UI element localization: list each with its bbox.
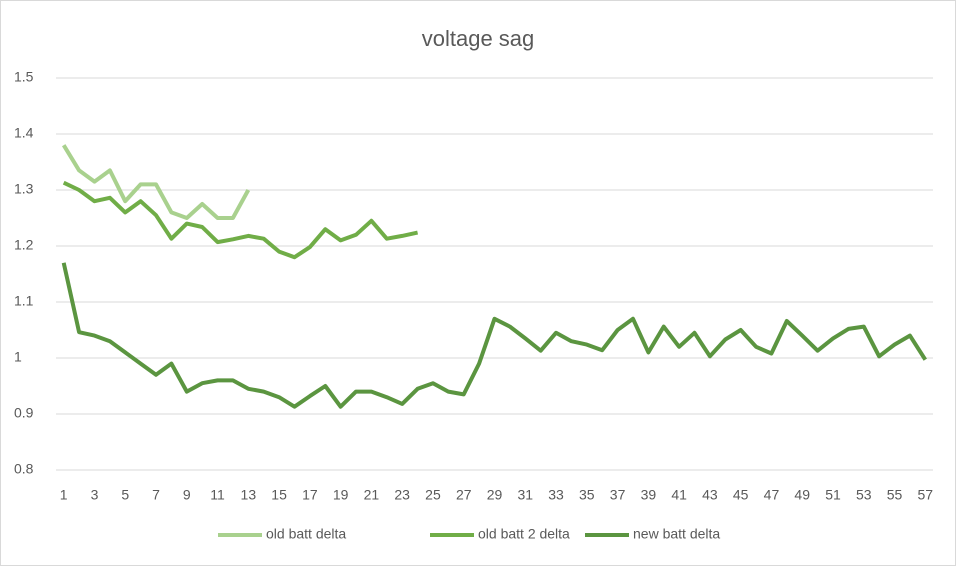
x-tick-label: 33 [548, 487, 564, 503]
x-tick-label: 51 [825, 487, 841, 503]
x-tick-label: 39 [641, 487, 657, 503]
series-line [62, 180, 419, 260]
legend-label: old batt 2 delta [478, 526, 570, 542]
x-tick-label: 19 [333, 487, 349, 503]
x-tick-label: 35 [579, 487, 595, 503]
y-tick-label: 1.1 [14, 293, 34, 309]
y-tick-label: 0.9 [14, 405, 34, 421]
x-tick-label: 5 [121, 487, 129, 503]
x-tick-label: 49 [794, 487, 810, 503]
x-tick-label: 43 [702, 487, 718, 503]
y-tick-label: 0.8 [14, 461, 34, 477]
chart-title: voltage sag [422, 26, 535, 51]
y-tick-label: 1.2 [14, 237, 34, 253]
series-line [61, 144, 251, 220]
x-tick-label: 31 [517, 487, 533, 503]
y-tick-label: 1.4 [14, 125, 34, 141]
y-tick-label: 1.5 [14, 69, 34, 85]
x-tick-label: 41 [671, 487, 687, 503]
x-tick-label: 47 [764, 487, 780, 503]
legend-label: old batt delta [266, 526, 346, 542]
x-tick-label: 57 [918, 487, 934, 503]
x-tick-label: 9 [183, 487, 191, 503]
y-tick-label: 1.3 [14, 181, 34, 197]
x-tick-label: 45 [733, 487, 749, 503]
x-tick-label: 1 [60, 487, 68, 503]
legend-label: new batt delta [633, 526, 720, 542]
x-tick-label: 7 [152, 487, 160, 503]
x-tick-label: 21 [364, 487, 380, 503]
x-tick-label: 15 [271, 487, 287, 503]
series-line [61, 262, 927, 409]
x-tick-label: 17 [302, 487, 318, 503]
x-tick-label: 23 [394, 487, 410, 503]
x-tick-label: 37 [610, 487, 626, 503]
x-tick-label: 13 [241, 487, 257, 503]
y-tick-label: 1 [14, 349, 22, 365]
x-tick-label: 27 [456, 487, 472, 503]
x-tick-label: 11 [210, 487, 225, 503]
x-tick-label: 25 [425, 487, 441, 503]
x-tick-label: 55 [887, 487, 903, 503]
x-tick-label: 3 [91, 487, 99, 503]
x-tick-label: 29 [487, 487, 503, 503]
x-tick-label: 53 [856, 487, 872, 503]
